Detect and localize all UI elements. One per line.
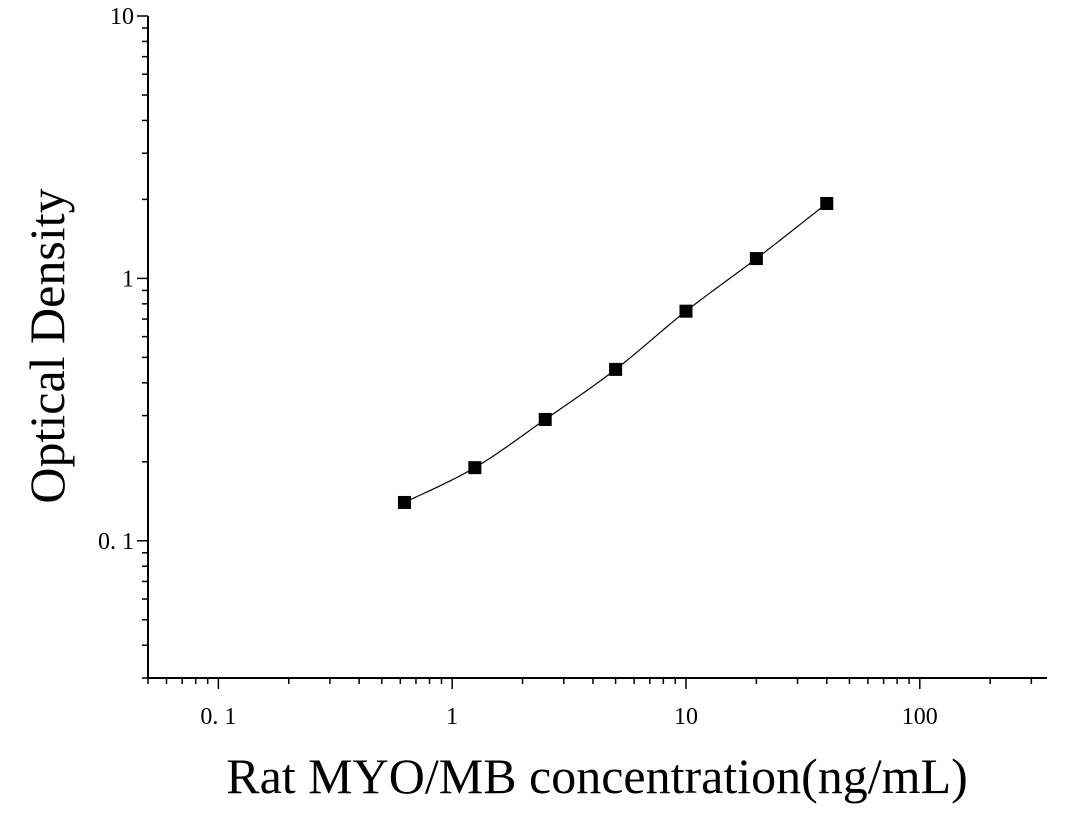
x-tick-label: 0. 1 <box>200 704 236 730</box>
fit-curve <box>404 202 828 503</box>
data-point <box>609 362 623 376</box>
axes: 0. 1 1 10 100 0. 1 1 10 <box>98 4 1047 730</box>
y-axis-label: Optical Density <box>19 188 75 503</box>
y-tick-label: 1 <box>122 266 134 292</box>
x-tick-label: 10 <box>674 704 698 730</box>
y-tick-label: 0. 1 <box>98 529 134 555</box>
data-point <box>538 412 552 426</box>
x-axis-label: Rat MYO/MB concentration(ng/mL) <box>226 748 968 804</box>
data-point <box>820 196 834 210</box>
data-point <box>679 304 693 318</box>
fit-curve-group <box>404 202 828 503</box>
data-point <box>397 495 411 509</box>
data-points <box>397 196 834 509</box>
data-point <box>468 461 482 475</box>
data-point <box>749 252 763 266</box>
y-tick-label: 10 <box>110 4 134 30</box>
x-tick-label: 1 <box>446 704 458 730</box>
x-tick-label: 100 <box>902 704 938 730</box>
